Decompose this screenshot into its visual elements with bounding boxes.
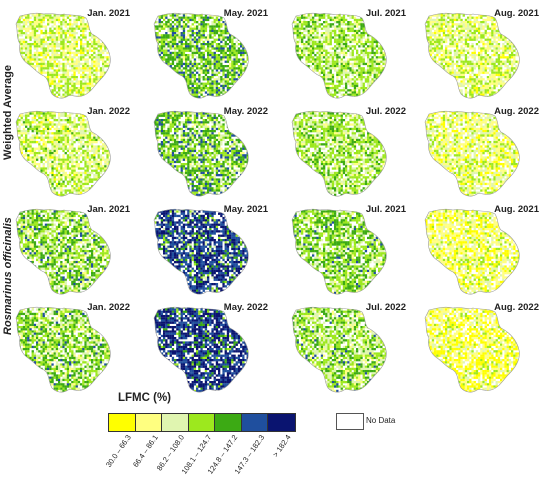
region-outline xyxy=(291,306,387,393)
region-outline xyxy=(153,306,249,393)
map-title: Jul. 2022 xyxy=(366,106,406,117)
map-title: May. 2021 xyxy=(224,204,268,215)
map-title: May. 2022 xyxy=(224,106,268,117)
map-panel: Jul. 2021 xyxy=(282,200,412,298)
map-title: Jan. 2022 xyxy=(87,302,130,313)
region-outline xyxy=(153,12,249,99)
map-title: Jan. 2022 xyxy=(87,106,130,117)
region-outline xyxy=(291,12,387,99)
map-image xyxy=(291,12,387,99)
map-panel: Jan. 2022 xyxy=(6,102,136,200)
map-panel: Jan. 2022 xyxy=(6,298,136,396)
region-outline xyxy=(153,208,249,295)
legend-swatch xyxy=(215,414,242,431)
region-outline xyxy=(15,208,111,295)
map-title: Jul. 2022 xyxy=(366,302,406,313)
map-image xyxy=(424,110,520,197)
map-title: May. 2021 xyxy=(224,8,268,19)
legend-class-label: 66.4 – 86.1 xyxy=(131,433,160,469)
legend-swatch xyxy=(162,414,189,431)
map-panel: Jan. 2021 xyxy=(6,4,136,102)
map-panel: Jan. 2021 xyxy=(6,200,136,298)
map-panel: Aug. 2021 xyxy=(415,4,545,102)
map-panel: May. 2022 xyxy=(144,102,274,200)
legend-class-label: > 182.4 xyxy=(271,433,293,459)
map-image xyxy=(291,110,387,197)
map-image xyxy=(153,110,249,197)
map-image xyxy=(15,12,111,99)
legend-swatch xyxy=(135,414,162,431)
map-image xyxy=(153,306,249,393)
map-image xyxy=(291,306,387,393)
map-image xyxy=(424,208,520,295)
map-title: Aug. 2022 xyxy=(494,302,539,313)
legend-swatch xyxy=(109,414,136,431)
legend-swatch xyxy=(268,414,295,431)
legend-swatch xyxy=(188,414,215,431)
region-outline xyxy=(153,110,249,197)
map-image xyxy=(424,12,520,99)
region-outline xyxy=(424,208,520,295)
region-outline xyxy=(15,12,111,99)
map-image xyxy=(15,110,111,197)
map-title: Jan. 2021 xyxy=(87,204,130,215)
map-title: Aug. 2021 xyxy=(494,204,539,215)
map-title: Aug. 2021 xyxy=(494,8,539,19)
region-outline xyxy=(291,208,387,295)
map-image xyxy=(15,208,111,295)
map-panel: May. 2021 xyxy=(144,200,274,298)
map-title: May. 2022 xyxy=(224,302,268,313)
region-outline xyxy=(424,12,520,99)
map-image xyxy=(15,306,111,393)
map-title: Aug. 2022 xyxy=(494,106,539,117)
map-title: Jul. 2021 xyxy=(366,8,406,19)
legend-title: LFMC (%) xyxy=(118,392,171,404)
map-image xyxy=(153,208,249,295)
map-image xyxy=(291,208,387,295)
no-data-swatch xyxy=(336,413,364,430)
region-outline xyxy=(291,110,387,197)
map-panel: May. 2021 xyxy=(144,4,274,102)
region-outline xyxy=(15,306,111,393)
legend-bar xyxy=(108,413,296,432)
map-panel: Jul. 2022 xyxy=(282,102,412,200)
map-title: Jul. 2021 xyxy=(366,204,406,215)
map-panel: Aug. 2021 xyxy=(415,200,545,298)
map-image xyxy=(153,12,249,99)
map-panel: May. 2022 xyxy=(144,298,274,396)
region-outline xyxy=(424,110,520,197)
map-image xyxy=(424,306,520,393)
legend-swatch xyxy=(241,414,268,431)
map-panel: Aug. 2022 xyxy=(415,102,545,200)
map-panel: Jul. 2021 xyxy=(282,4,412,102)
no-data-label: No Data xyxy=(366,416,395,425)
map-title: Jan. 2021 xyxy=(87,8,130,19)
map-panel: Jul. 2022 xyxy=(282,298,412,396)
map-panel: Aug. 2022 xyxy=(415,298,545,396)
region-outline xyxy=(15,110,111,197)
legend-class-label: 30.0 – 66.3 xyxy=(104,433,133,469)
region-outline xyxy=(424,306,520,393)
